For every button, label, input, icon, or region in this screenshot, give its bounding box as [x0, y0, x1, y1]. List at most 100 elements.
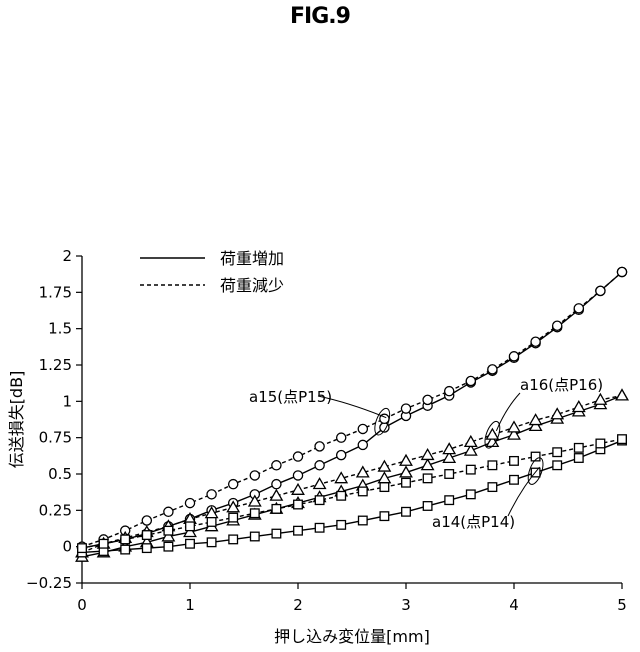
- data-point-circle: [401, 404, 410, 413]
- series-line: [82, 272, 622, 547]
- x-tick-label: 1: [185, 596, 195, 614]
- data-point-square: [618, 435, 627, 444]
- data-point-circle: [596, 286, 605, 295]
- series-line: [82, 441, 622, 553]
- data-point-circle: [272, 480, 281, 489]
- data-point-triangle: [508, 422, 520, 432]
- data-point-square: [337, 521, 346, 530]
- y-tick-label: 0: [62, 538, 72, 556]
- x-tick-label: 4: [509, 596, 519, 614]
- data-point-triangle: [573, 401, 585, 411]
- data-point-square: [143, 531, 152, 540]
- data-point-square: [99, 539, 108, 548]
- data-point-square: [423, 502, 432, 511]
- data-point-circle: [315, 442, 324, 451]
- y-axis-label: 伝送損失[dB]: [7, 371, 26, 469]
- y-tick-label: 1.5: [48, 320, 72, 338]
- data-point-triangle: [292, 484, 304, 494]
- annotation-label: a14(点P14): [432, 513, 515, 531]
- series-a15-decrease: [77, 267, 626, 551]
- legend: 荷重増加荷重減少: [140, 249, 284, 295]
- data-point-circle: [553, 321, 562, 330]
- y-tick-label: 1.75: [39, 283, 72, 301]
- data-point-square: [575, 454, 584, 463]
- data-point-circle: [423, 395, 432, 404]
- data-point-square: [402, 507, 411, 516]
- series-line: [82, 272, 622, 548]
- data-point-circle: [315, 461, 324, 470]
- data-point-circle: [488, 365, 497, 374]
- data-point-circle: [445, 387, 454, 396]
- data-point-square: [315, 496, 324, 505]
- data-point-circle: [509, 352, 518, 361]
- annotation-label: a15(点P15): [249, 388, 332, 406]
- data-point-circle: [185, 498, 194, 507]
- data-point-square: [488, 461, 497, 470]
- data-point-square: [251, 509, 260, 518]
- data-point-circle: [358, 424, 367, 433]
- legend-label: 荷重減少: [220, 276, 284, 295]
- data-point-square: [445, 496, 454, 505]
- y-tick-label: 1: [62, 392, 72, 410]
- series-a14-decrease: [78, 435, 627, 553]
- data-point-circle: [207, 490, 216, 499]
- data-point-square: [272, 505, 281, 514]
- data-point-circle: [531, 337, 540, 346]
- x-tick-label: 3: [401, 596, 411, 614]
- data-point-square: [207, 518, 216, 527]
- data-point-circle: [229, 480, 238, 489]
- data-point-square: [186, 522, 195, 531]
- data-point-square: [510, 457, 519, 466]
- data-point-square: [272, 529, 281, 538]
- data-point-square: [380, 512, 389, 521]
- data-point-circle: [293, 452, 302, 461]
- data-point-square: [575, 444, 584, 453]
- data-point-square: [294, 526, 303, 535]
- data-point-square: [315, 523, 324, 532]
- legend-label: 荷重増加: [220, 249, 284, 268]
- data-point-square: [121, 545, 130, 554]
- y-tick-label: 1.25: [39, 356, 72, 374]
- y-tick-label: 0.75: [39, 429, 72, 447]
- data-point-square: [294, 500, 303, 509]
- data-point-square: [553, 448, 562, 457]
- data-point-square: [359, 516, 368, 525]
- data-point-square: [229, 513, 238, 522]
- legend-item-increase: 荷重増加: [140, 249, 284, 268]
- data-point-circle: [617, 267, 626, 276]
- annotation-1: a15(点P15): [249, 388, 393, 437]
- data-point-square: [553, 461, 562, 470]
- data-point-square: [207, 538, 216, 547]
- data-point-triangle: [616, 390, 628, 400]
- data-point-square: [510, 476, 519, 485]
- data-point-circle: [337, 451, 346, 460]
- data-point-circle: [293, 471, 302, 480]
- x-tick-label: 0: [77, 596, 87, 614]
- y-tick-label: 0.25: [39, 501, 72, 519]
- annotation-label: a16(点P16): [520, 376, 603, 394]
- data-point-square: [164, 526, 173, 535]
- series-a16-decrease: [76, 390, 628, 557]
- data-point-circle: [358, 440, 367, 449]
- data-point-square: [423, 474, 432, 483]
- data-point-square: [164, 542, 173, 551]
- data-point-circle: [337, 433, 346, 442]
- data-point-square: [359, 487, 368, 496]
- x-axis-label: 押し込み変位量[mm]: [274, 627, 430, 646]
- data-point-circle: [142, 516, 151, 525]
- data-point-triangle: [314, 478, 326, 488]
- series-line: [82, 439, 622, 548]
- data-point-square: [78, 544, 87, 553]
- y-tick-label: 2: [62, 247, 72, 265]
- x-tick-label: 2: [293, 596, 303, 614]
- data-point-square: [251, 532, 260, 541]
- data-point-square: [121, 535, 130, 544]
- data-point-circle: [574, 304, 583, 313]
- data-point-triangle: [595, 394, 607, 404]
- series-a15-increase: [77, 267, 626, 552]
- data-point-square: [402, 478, 411, 487]
- data-point-square: [488, 483, 497, 492]
- legend-item-decrease: 荷重減少: [140, 276, 284, 295]
- data-point-triangle: [422, 449, 434, 459]
